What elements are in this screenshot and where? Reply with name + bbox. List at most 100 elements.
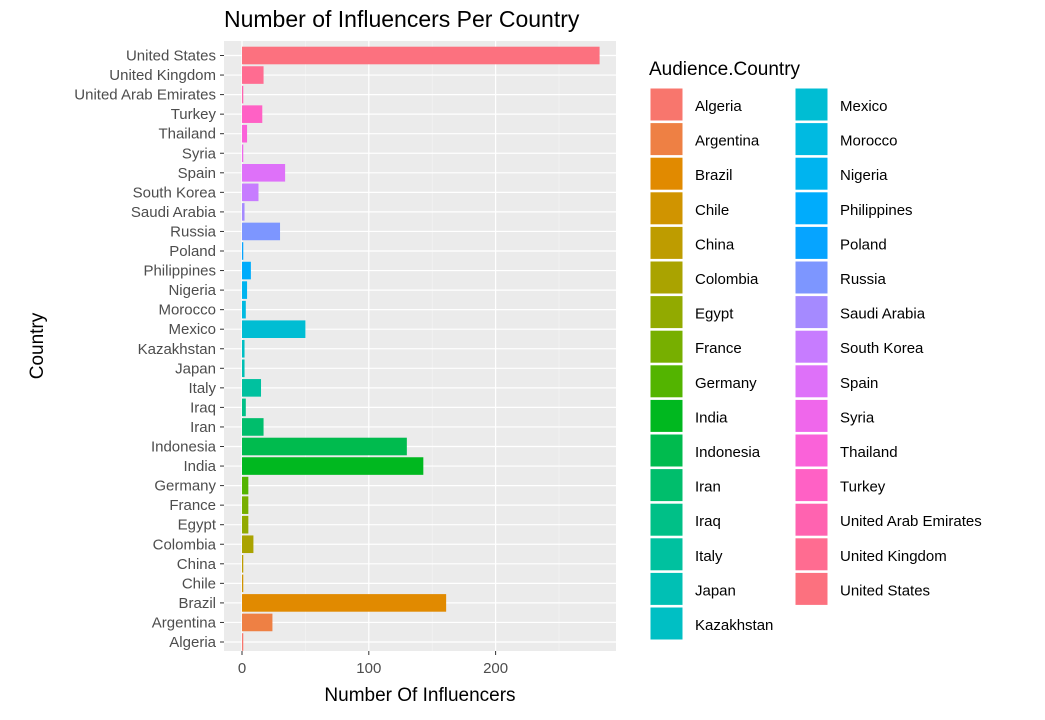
legend-key xyxy=(649,468,684,503)
y-tick-label: Germany xyxy=(154,478,216,495)
y-axis-title: Country xyxy=(27,312,48,379)
legend-label: United States xyxy=(840,582,930,599)
bar-united-states xyxy=(242,46,600,65)
y-tick-label: Chile xyxy=(182,575,216,592)
bar-iraq xyxy=(242,398,246,417)
bar-morocco xyxy=(242,300,246,319)
y-tick-label: Kazakhstan xyxy=(138,341,216,358)
legend-label: Spain xyxy=(840,375,878,392)
legend-label: Japan xyxy=(695,582,736,599)
bar-brazil xyxy=(242,594,447,612)
y-tick-label: India xyxy=(183,458,216,475)
legend-key xyxy=(649,364,684,399)
chart-title: Number of Influencers Per Country xyxy=(224,6,580,32)
x-tick-label: 0 xyxy=(238,660,246,677)
x-tick-label: 100 xyxy=(356,660,381,677)
legend-label: Turkey xyxy=(840,479,886,496)
legend-label: Mexico xyxy=(840,98,888,115)
bar-colombia xyxy=(242,535,254,554)
bar-india xyxy=(242,457,424,475)
y-tick-label: United Kingdom xyxy=(109,67,216,84)
legend-key xyxy=(794,260,829,295)
bar-chile xyxy=(242,574,244,593)
bar-germany xyxy=(242,476,249,495)
legend-key xyxy=(794,364,829,399)
legend-key xyxy=(794,122,829,157)
legend-key xyxy=(794,537,829,572)
legend-key xyxy=(649,398,684,433)
legend-label: Iran xyxy=(695,479,721,496)
y-tick-label: China xyxy=(177,556,217,573)
legend-key xyxy=(649,537,684,572)
legend-label: Iraq xyxy=(695,513,721,530)
x-axis-ticks: 0 100 200 xyxy=(238,651,508,677)
y-tick-label: Russia xyxy=(170,223,217,240)
y-tick-label: United States xyxy=(126,48,216,65)
legend-label: India xyxy=(695,409,728,426)
bar-france xyxy=(242,496,249,514)
bar-russia xyxy=(242,222,281,241)
legend-label: Morocco xyxy=(840,133,898,150)
legend-label: Algeria xyxy=(695,98,742,115)
y-tick-label: Brazil xyxy=(178,595,216,612)
bars xyxy=(242,46,600,651)
legend-label: Chile xyxy=(695,202,729,219)
legend-key xyxy=(649,606,684,641)
x-axis-title: Number Of Influencers xyxy=(324,685,515,706)
y-tick-label: Thailand xyxy=(158,126,216,143)
bar-indonesia xyxy=(242,437,407,456)
y-tick-label: Nigeria xyxy=(168,282,216,299)
y-tick-label: Italy xyxy=(188,380,216,397)
legend-key xyxy=(794,398,829,433)
y-tick-label: Algeria xyxy=(169,634,216,651)
legend-label: Thailand xyxy=(840,444,898,461)
legend-label: Indonesia xyxy=(695,444,761,461)
bar-algeria xyxy=(242,633,244,651)
grid xyxy=(224,41,616,651)
y-tick-label: Poland xyxy=(169,243,216,260)
bar-iran xyxy=(242,418,264,436)
legend-key xyxy=(649,329,684,364)
legend-label: Poland xyxy=(840,236,887,253)
y-tick-label: Egypt xyxy=(178,517,217,534)
legend: Algeria Argentina Brazil Chile China Colombia… xyxy=(649,87,982,641)
bar-argentina xyxy=(242,613,273,632)
legend-label: Brazil xyxy=(695,167,733,184)
legend-key xyxy=(649,502,684,537)
legend-label: France xyxy=(695,340,742,357)
legend-label: United Arab Emirates xyxy=(840,513,982,530)
bar-mexico xyxy=(242,320,306,338)
y-tick-label: Colombia xyxy=(153,536,217,553)
legend-label: Russia xyxy=(840,271,887,288)
panel-background xyxy=(224,41,616,651)
legend-key xyxy=(794,329,829,364)
legend-key xyxy=(649,225,684,260)
bar-united-kingdom xyxy=(242,66,264,84)
legend-key xyxy=(794,191,829,226)
legend-label: Colombia xyxy=(695,271,759,288)
legend-key xyxy=(794,87,829,122)
bar-egypt xyxy=(242,515,249,534)
legend-label: China xyxy=(695,236,735,253)
bar-south-korea xyxy=(242,183,259,202)
legend-label: Argentina xyxy=(695,133,760,150)
legend-label: South Korea xyxy=(840,340,924,357)
y-tick-label: South Korea xyxy=(133,184,217,201)
bar-kazakhstan xyxy=(242,339,245,358)
bar-nigeria xyxy=(242,281,248,299)
legend-key xyxy=(794,156,829,191)
legend-label: Saudi Arabia xyxy=(840,306,926,323)
bar-united-arab-emirates xyxy=(242,85,244,104)
bar-spain xyxy=(242,164,286,182)
legend-label: Syria xyxy=(840,409,875,426)
y-tick-label: Mexico xyxy=(168,321,216,338)
bar-philippines xyxy=(242,261,251,280)
x-tick-label: 200 xyxy=(483,660,508,677)
bar-poland xyxy=(242,242,244,260)
y-tick-label: Iraq xyxy=(190,399,216,416)
legend-title: Audience.Country xyxy=(649,59,801,80)
y-tick-label: Japan xyxy=(175,360,216,377)
legend-key xyxy=(649,122,684,157)
legend-key xyxy=(649,433,684,468)
legend-label: Egypt xyxy=(695,306,734,323)
